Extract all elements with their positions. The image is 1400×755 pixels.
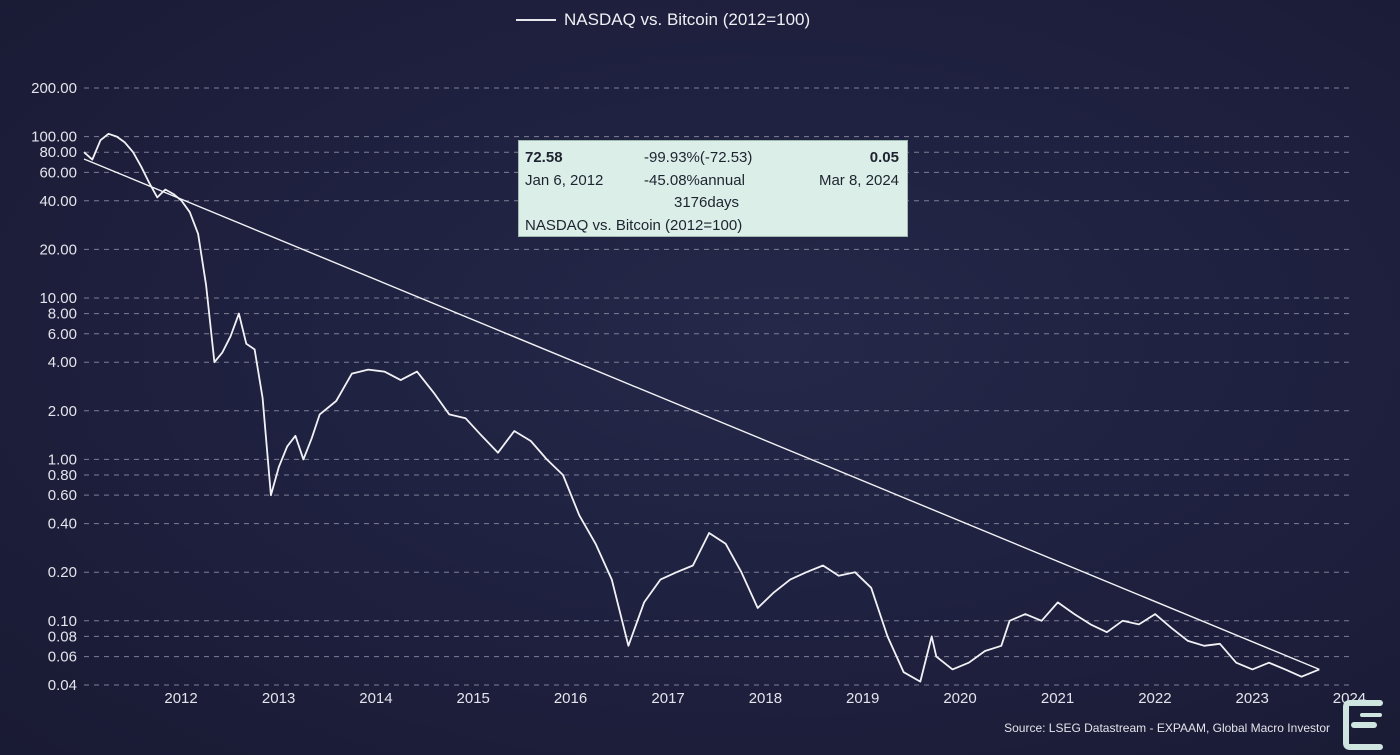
x-tick-label: 2015 xyxy=(457,690,490,707)
y-tick-label: 200.00 xyxy=(31,80,77,97)
y-tick-label: 0.06 xyxy=(48,649,77,666)
legend-label: NASDAQ vs. Bitcoin (2012=100) xyxy=(564,10,811,29)
trendline xyxy=(83,158,1320,671)
x-tick-label: 2012 xyxy=(164,690,197,707)
y-tick-label: 20.00 xyxy=(39,241,77,258)
y-tick-label: 100.00 xyxy=(31,129,77,146)
y-tick-label: 0.60 xyxy=(48,487,77,504)
tooltip-end-value: 0.05 xyxy=(869,149,899,166)
y-tick-label: 0.80 xyxy=(48,467,77,484)
series-line xyxy=(83,132,1320,683)
y-tick-label: 0.40 xyxy=(48,516,77,533)
x-axis-ticks: 2012 2013 2014 2015 2016 2017 2018 2019 2020 2021… xyxy=(164,690,1366,707)
y-tick-label: 8.00 xyxy=(48,306,77,323)
series-layer xyxy=(83,132,1320,683)
tooltip-series-name: NASDAQ vs. Bitcoin (2012=100) xyxy=(525,217,743,234)
e-logo-icon xyxy=(1340,697,1386,755)
y-tick-label: 0.20 xyxy=(48,564,77,581)
y-tick-label: 2.00 xyxy=(48,403,77,420)
y-tick-label: 80.00 xyxy=(39,144,77,161)
y-tick-label: 4.00 xyxy=(48,354,77,371)
tooltip-days: 3176days xyxy=(674,194,740,211)
legend-swatch xyxy=(516,19,556,21)
tooltip-end-date: Mar 8, 2024 xyxy=(818,172,899,189)
tooltip-annual: -45.08%annual xyxy=(644,172,745,189)
x-tick-label: 2013 xyxy=(262,690,295,707)
y-tick-label: 1.00 xyxy=(48,451,77,468)
y-tick-label: 0.04 xyxy=(48,677,77,694)
x-tick-label: 2019 xyxy=(846,690,879,707)
y-tick-label: 40.00 xyxy=(39,193,77,210)
x-tick-label: 2014 xyxy=(359,690,392,707)
source-note: Source: LSEG Datastream - EXPAAM, Global… xyxy=(1004,721,1330,735)
x-tick-label: 2018 xyxy=(749,690,782,707)
x-tick-label: 2022 xyxy=(1138,690,1171,707)
x-tick-label: 2016 xyxy=(554,690,587,707)
tooltip-change: -99.93%(-72.53) xyxy=(644,149,753,166)
tooltip-start-date: Jan 6, 2012 xyxy=(525,172,604,189)
x-tick-label: 2021 xyxy=(1041,690,1074,707)
y-tick-label: 60.00 xyxy=(39,164,77,181)
gridlines xyxy=(84,87,1350,686)
y-tick-label: 6.00 xyxy=(48,326,77,343)
y-tick-label: 0.10 xyxy=(48,613,77,630)
x-tick-label: 2020 xyxy=(943,690,976,707)
x-tick-label: 2017 xyxy=(651,690,684,707)
data-tooltip: 72.58 -99.93%(-72.53) 0.05 Jan 6, 2012 -… xyxy=(518,140,908,237)
y-tick-label: 10.00 xyxy=(39,290,77,307)
tooltip-start-value: 72.58 xyxy=(525,149,563,166)
x-tick-label: 2023 xyxy=(1235,690,1268,707)
chart-legend: NASDAQ vs. Bitcoin (2012=100) xyxy=(516,10,810,30)
y-tick-label: 0.08 xyxy=(48,628,77,645)
